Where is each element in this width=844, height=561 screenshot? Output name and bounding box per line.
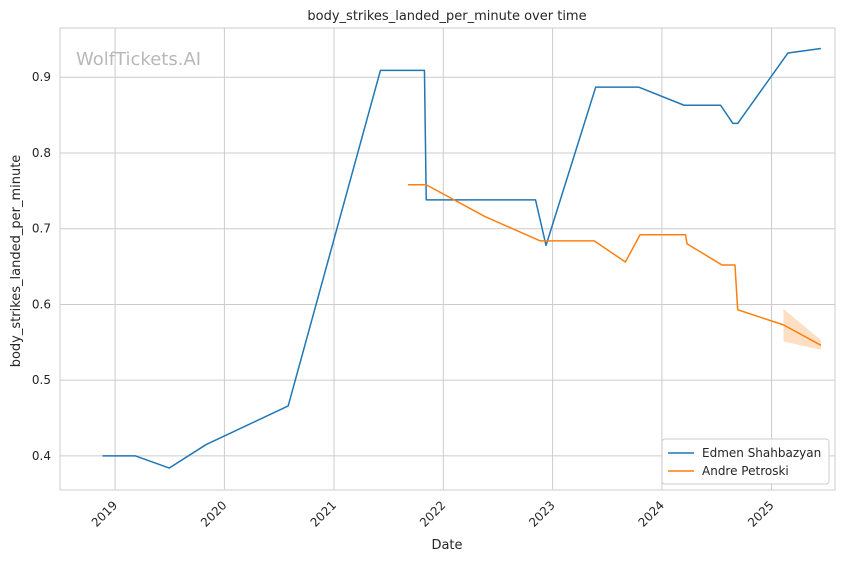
y-tick-label: 0.6: [32, 297, 51, 311]
legend: Edmen Shahbazyan Andre Petroski: [661, 438, 830, 485]
y-tick-label: 0.4: [32, 449, 51, 463]
x-tick-label: 2019: [89, 498, 120, 529]
chart-title: body_strikes_landed_per_minute over time: [307, 9, 586, 24]
x-axis-label: Date: [431, 538, 462, 553]
x-tick-label: 2022: [417, 498, 448, 529]
legend-label: Edmen Shahbazyan: [702, 446, 821, 460]
series-layer: [102, 47, 822, 469]
x-tick-label: 2024: [636, 498, 667, 529]
x-tick-label: 2025: [745, 498, 776, 529]
series-line-0: [102, 47, 822, 469]
legend-label: Andre Petroski: [702, 464, 789, 478]
x-ticks: 2019 2020 2021 2022 2023 2024 2025: [89, 498, 777, 529]
x-tick-label: 2023: [526, 498, 557, 529]
y-tick-label: 0.7: [32, 222, 51, 236]
y-ticks: 0.4 0.5 0.6 0.7 0.8 0.9: [32, 70, 51, 463]
y-tick-label: 0.8: [32, 146, 51, 160]
y-tick-label: 0.5: [32, 373, 51, 387]
plot-frame: [59, 27, 836, 491]
grid: [60, 28, 835, 490]
x-tick-label: 2020: [198, 498, 229, 529]
watermark: WolfTickets.AI: [76, 49, 201, 70]
legend-box: [661, 438, 830, 485]
y-axis-label: body_strikes_landed_per_minute: [9, 155, 24, 368]
x-tick-label: 2021: [308, 498, 339, 529]
series-line-1: [407, 184, 822, 346]
y-tick-label: 0.9: [32, 70, 51, 84]
